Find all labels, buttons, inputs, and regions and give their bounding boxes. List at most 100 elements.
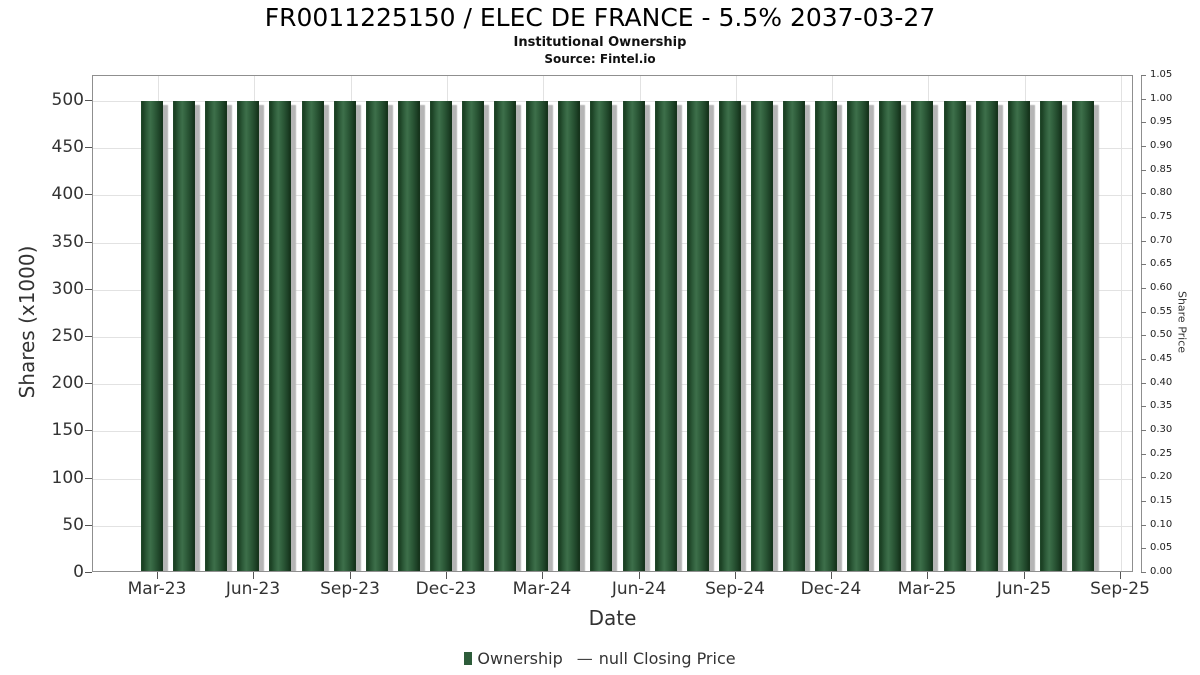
x-tick-label: Mar-23: [127, 579, 187, 599]
right-tick-mark: [1141, 477, 1146, 478]
ownership-bar: [847, 101, 869, 571]
ownership-bar: [623, 101, 645, 571]
ownership-bar: [302, 101, 324, 571]
x-tick-label: Sep-24: [705, 579, 765, 599]
ownership-bar: [783, 101, 805, 571]
left-tick-label: 450: [51, 137, 84, 157]
right-tick-mark: [1141, 170, 1146, 171]
x-tick-label: Dec-24: [800, 579, 862, 599]
right-tick-label: 0.15: [1150, 495, 1173, 506]
right-tick-mark: [1141, 335, 1146, 336]
left-tick-mark: [85, 194, 92, 195]
x-tick-label: Jun-24: [611, 579, 667, 599]
right-axis-spine: [1141, 75, 1142, 572]
h-gridline: [93, 101, 1132, 102]
h-gridline: [93, 431, 1132, 432]
left-tick-mark: [85, 147, 92, 148]
h-gridline: [93, 526, 1132, 527]
left-tick-label: 300: [51, 279, 84, 299]
left-tick-label: 400: [51, 184, 84, 204]
left-tick-mark: [85, 383, 92, 384]
left-tick-mark: [85, 430, 92, 431]
ownership-bar: [751, 101, 773, 571]
right-tick-label: 0.75: [1150, 211, 1173, 222]
right-tick-label: 1.00: [1150, 93, 1173, 104]
ownership-bar: [719, 101, 741, 571]
h-gridline: [93, 148, 1132, 149]
ownership-bar: [141, 101, 163, 571]
right-tick-mark: [1141, 241, 1146, 242]
ownership-legend-marker-icon: [464, 651, 473, 665]
h-gridline: [93, 479, 1132, 480]
left-tick-label: 50: [62, 515, 84, 535]
right-tick-mark: [1141, 383, 1146, 384]
ownership-bar: [334, 101, 356, 571]
right-tick-label: 0.65: [1150, 258, 1173, 269]
left-tick-mark: [85, 289, 92, 290]
right-tick-mark: [1141, 359, 1146, 360]
h-gridline: [93, 384, 1132, 385]
x-tick-mark: [1120, 572, 1121, 579]
ownership-bar: [237, 101, 259, 571]
ownership-bar: [944, 101, 966, 571]
legend: Ownership — null Closing Price: [0, 645, 1200, 671]
x-tick-label: Jun-23: [225, 579, 281, 599]
x-tick-label: Sep-25: [1090, 579, 1150, 599]
x-tick-mark: [446, 572, 447, 579]
right-tick-mark: [1141, 264, 1146, 265]
ownership-bar: [1008, 101, 1030, 571]
x-tick-label: Dec-23: [415, 579, 477, 599]
ownership-bar: [1040, 101, 1062, 571]
x-tick-mark: [253, 572, 254, 579]
right-tick-label: 0.10: [1150, 519, 1173, 530]
right-tick-label: 0.05: [1150, 542, 1173, 553]
right-tick-mark: [1141, 288, 1146, 289]
right-tick-mark: [1141, 501, 1146, 502]
x-tick-mark: [1024, 572, 1025, 579]
right-tick-label: 0.45: [1150, 353, 1173, 364]
x-tick-label: Sep-23: [320, 579, 380, 599]
right-tick-mark: [1141, 146, 1146, 147]
v-gridline: [1121, 76, 1122, 571]
right-tick-label: 0.35: [1150, 400, 1173, 411]
left-tick-label: 350: [51, 232, 84, 252]
ownership-bar: [398, 101, 420, 571]
x-tick-label: Jun-25: [996, 579, 1052, 599]
h-gridline: [93, 195, 1132, 196]
right-tick-mark: [1141, 525, 1146, 526]
h-gridline: [93, 290, 1132, 291]
right-tick-label: 0.60: [1150, 282, 1173, 293]
left-tick-label: 100: [51, 468, 84, 488]
ownership-bar: [1072, 101, 1094, 571]
right-tick-mark: [1141, 99, 1146, 100]
ownership-bar: [205, 101, 227, 571]
right-tick-label: 0.55: [1150, 306, 1173, 317]
x-tick-label: Mar-25: [897, 579, 957, 599]
ownership-bar: [590, 101, 612, 571]
ownership-bar: [976, 101, 998, 571]
ownership-bar: [815, 101, 837, 571]
chart-source: Source: Fintel.io: [544, 52, 656, 66]
plot-area: [92, 75, 1133, 572]
right-tick-label: 0.20: [1150, 471, 1173, 482]
left-tick-label: 150: [51, 420, 84, 440]
x-tick-mark: [927, 572, 928, 579]
right-tick-label: 0.95: [1150, 116, 1173, 127]
ownership-bar: [366, 101, 388, 571]
left-tick-label: 200: [51, 373, 84, 393]
x-tick-mark: [157, 572, 158, 579]
left-tick-mark: [85, 572, 92, 573]
x-tick-mark: [542, 572, 543, 579]
right-tick-label: 0.00: [1150, 566, 1173, 577]
left-tick-label: 250: [51, 326, 84, 346]
ownership-bar: [687, 101, 709, 571]
h-gridline: [93, 337, 1132, 338]
right-tick-mark: [1141, 193, 1146, 194]
chart-subtitle: Institutional Ownership: [513, 35, 687, 50]
x-tick-mark: [350, 572, 351, 579]
h-gridline: [93, 243, 1132, 244]
right-tick-mark: [1141, 122, 1146, 123]
left-tick-mark: [85, 525, 92, 526]
right-tick-label: 1.05: [1150, 69, 1173, 80]
